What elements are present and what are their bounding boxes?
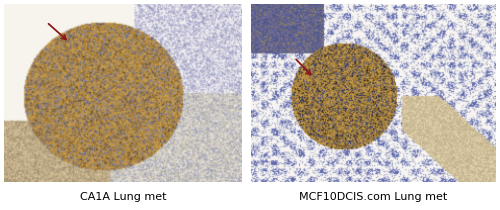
Text: CA1A Lung met: CA1A Lung met	[80, 192, 166, 202]
Text: MCF10DCIS.com Lung met: MCF10DCIS.com Lung met	[299, 192, 447, 202]
